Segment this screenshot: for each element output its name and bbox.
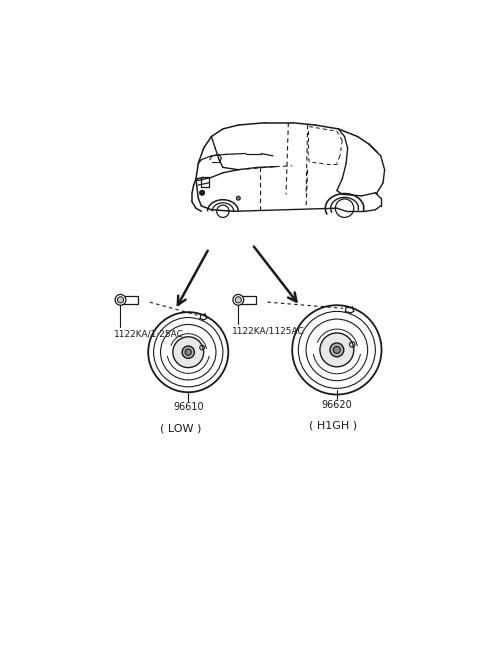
Circle shape	[235, 297, 241, 303]
Circle shape	[320, 333, 354, 367]
Circle shape	[185, 349, 192, 355]
Circle shape	[330, 343, 344, 357]
Circle shape	[334, 346, 340, 353]
Text: 1122KA/1125AC: 1122KA/1125AC	[232, 327, 305, 336]
Circle shape	[118, 297, 123, 303]
Circle shape	[182, 346, 194, 358]
Circle shape	[115, 294, 126, 306]
Text: 1122KA/1·25AC: 1122KA/1·25AC	[114, 329, 184, 338]
Text: ( H1GH ): ( H1GH )	[309, 420, 357, 431]
Circle shape	[233, 294, 244, 306]
Circle shape	[236, 196, 240, 200]
Text: ( LOW ): ( LOW )	[160, 423, 201, 433]
Text: 96620: 96620	[322, 400, 352, 410]
Circle shape	[200, 191, 204, 195]
FancyBboxPatch shape	[121, 296, 138, 304]
FancyBboxPatch shape	[240, 296, 256, 304]
Circle shape	[173, 337, 204, 367]
Text: 96610: 96610	[173, 402, 204, 412]
